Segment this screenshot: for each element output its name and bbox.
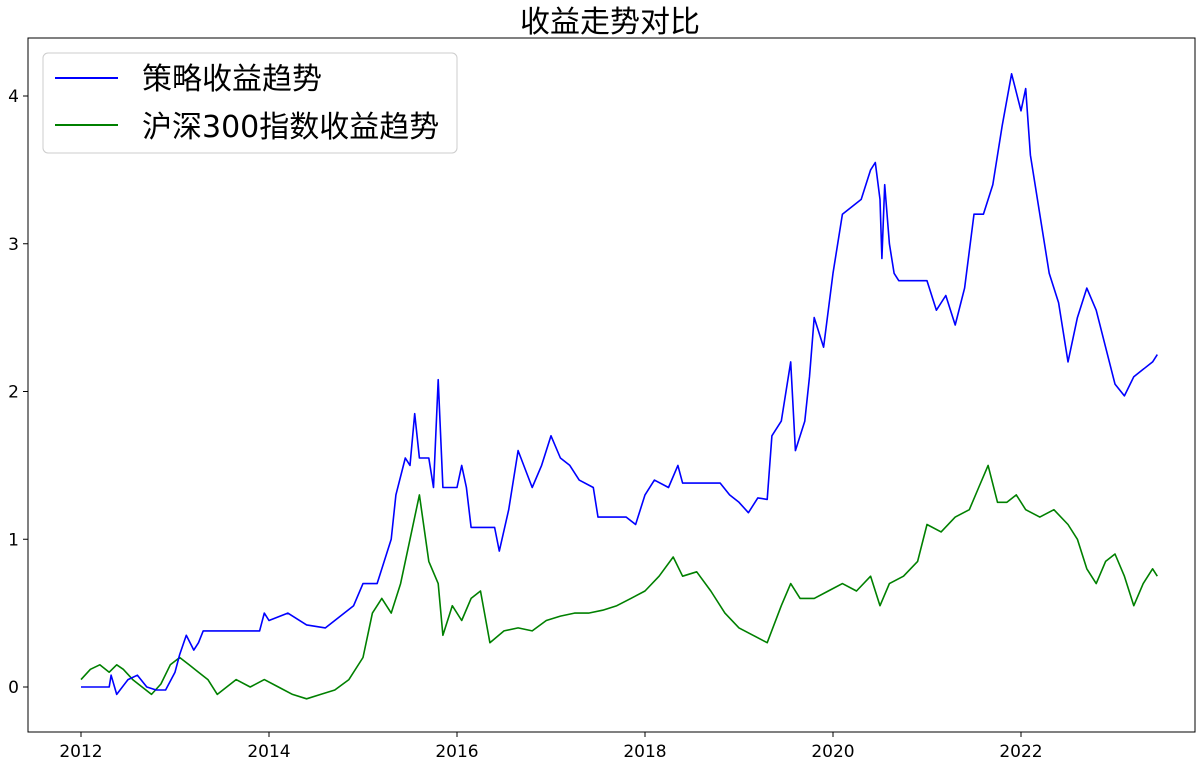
legend-label-strategy: 策略收益趋势: [142, 62, 322, 97]
axes: 2012 2014 2016 2018 2020 2022 0 1 2 3 4: [8, 87, 1042, 762]
legend: 策略收益趋势 沪深300指数收益趋势: [42, 52, 458, 154]
y-tick-label: 4: [8, 87, 19, 107]
plot-frame: [27, 37, 1196, 733]
series-line-strategy: [81, 73, 1158, 696]
x-tick-label: 2012: [59, 742, 102, 762]
x-tick-label: 2018: [623, 742, 666, 762]
legend-box: [42, 52, 458, 154]
x-tick-label: 2014: [247, 742, 290, 762]
y-tick-label: 2: [8, 383, 19, 403]
y-tick-label: 0: [8, 678, 19, 698]
y-tick-label: 1: [8, 530, 19, 550]
x-tick-label: 2020: [811, 742, 854, 762]
series-line-csi300: [80, 464, 1158, 700]
x-tick-label: 2016: [435, 742, 478, 762]
series-lines: [80, 73, 1158, 700]
x-tick-label: 2022: [999, 742, 1042, 762]
legend-label-csi300: 沪深300指数收益趋势: [142, 110, 439, 145]
chart-title: 收益走势对比: [520, 5, 700, 40]
y-tick-label: 3: [8, 235, 19, 255]
